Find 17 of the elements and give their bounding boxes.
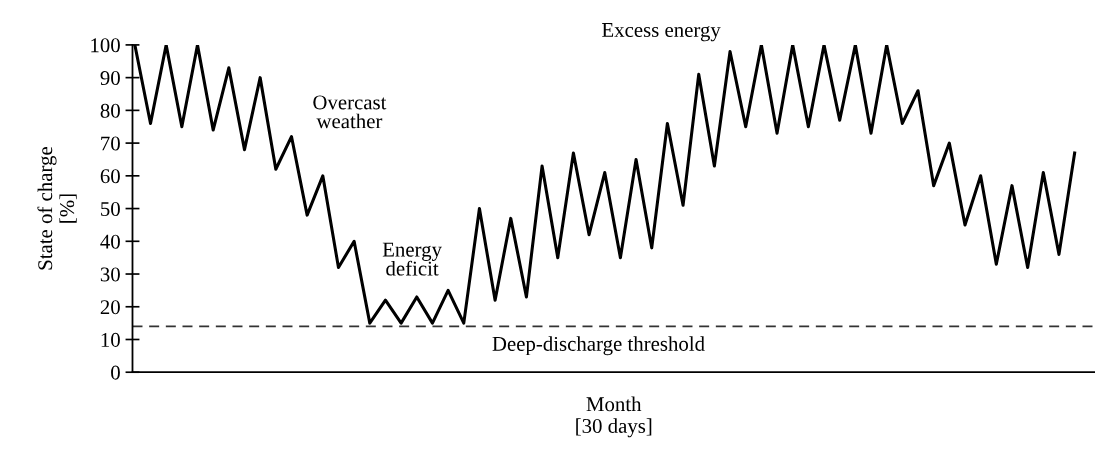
x-axis-title: Month [30 days] bbox=[576, 396, 652, 438]
ref-line-label: Deep-discharge threshold bbox=[492, 336, 705, 356]
y-tick-label: 20 bbox=[100, 300, 120, 315]
annotation: Overcast weather bbox=[313, 95, 387, 129]
y-tick-label: 90 bbox=[100, 71, 120, 86]
y-tick-label: 80 bbox=[100, 103, 120, 118]
y-tick-label: 10 bbox=[101, 332, 120, 347]
y-tick-label: 70 bbox=[101, 136, 120, 151]
y-tick-label: 0 bbox=[111, 365, 120, 380]
y-tick-label: 100 bbox=[91, 38, 120, 53]
y-tick-label: 40 bbox=[100, 234, 120, 249]
annotation: Energy deficit bbox=[382, 242, 442, 276]
y-tick-label: 60 bbox=[100, 169, 120, 184]
y-tick-label: 30 bbox=[100, 267, 120, 282]
y-tick-label: 50 bbox=[101, 201, 120, 216]
y-axis-title: State of charge [%] bbox=[37, 147, 77, 270]
text: Excess energy bbox=[602, 23, 721, 42]
